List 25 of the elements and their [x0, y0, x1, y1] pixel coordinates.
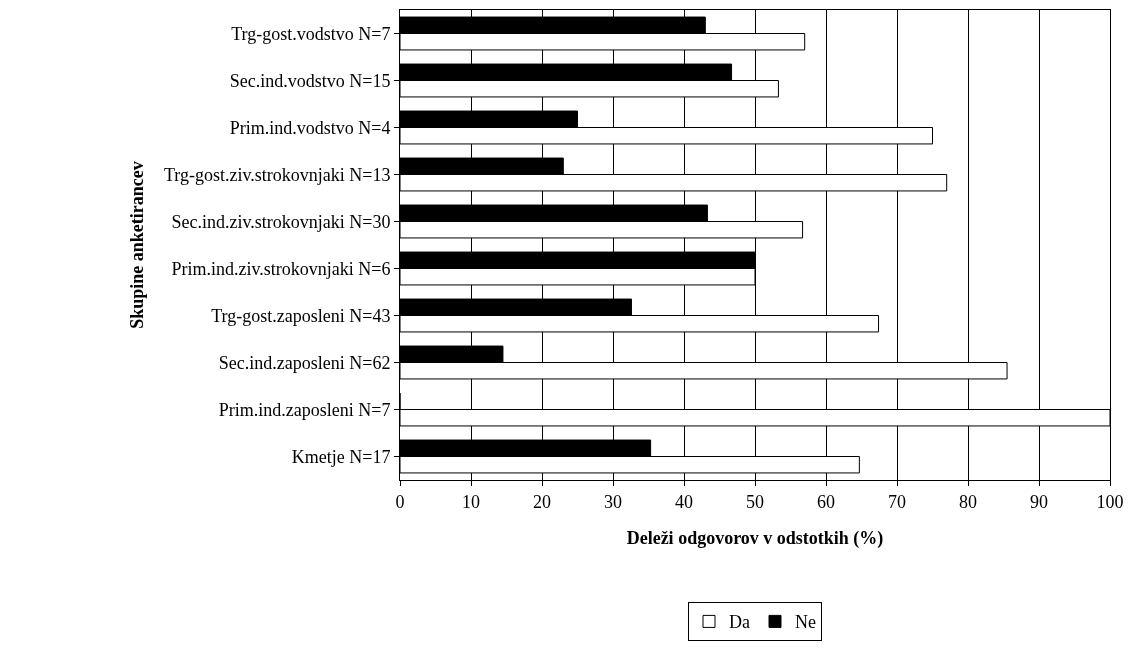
x-tick-label: 80: [959, 491, 977, 512]
y-axis-title: Skupine anketirancev: [127, 161, 148, 329]
x-tick-label: 50: [746, 491, 764, 512]
x-tick-label: 60: [817, 491, 835, 512]
y-tick-label: Sec.ind.zaposleni N=62: [218, 352, 391, 373]
legend-label: Ne: [795, 612, 816, 633]
x-tick-label: 0: [395, 491, 405, 512]
x-tick-label: 90: [1030, 491, 1048, 512]
y-tick-label: Prim.ind.ziv.strokovnjaki N=6: [171, 258, 391, 279]
x-tick-label: 40: [675, 491, 693, 512]
x-tick-label: 30: [604, 491, 622, 512]
y-tick-label: Trg-gost.zaposleni N=43: [211, 305, 391, 326]
y-tick-label: Prim.ind.zaposleni N=7: [218, 399, 391, 420]
y-tick-label: Prim.ind.vodstvo N=4: [229, 117, 391, 138]
x-axis-title: Deleži odgovorov v odstotkih (%): [626, 527, 884, 549]
x-tick-label: 10: [462, 491, 480, 512]
y-tick-label: Trg-gost.ziv.strokovnjaki N=13: [163, 164, 391, 185]
y-tick-label: Trg-gost.vodstvo N=7: [231, 23, 391, 44]
legend-label: Da: [729, 612, 750, 633]
y-tick-label: Sec.ind.ziv.strokovnjaki N=30: [171, 211, 391, 232]
y-tick-label: Sec.ind.vodstvo N=15: [229, 70, 391, 91]
x-tick-label: 20: [533, 491, 551, 512]
y-tick-label: Kmetje N=17: [291, 446, 391, 467]
x-tick-label: 100: [1096, 491, 1124, 512]
x-tick-label: 70: [888, 491, 906, 512]
